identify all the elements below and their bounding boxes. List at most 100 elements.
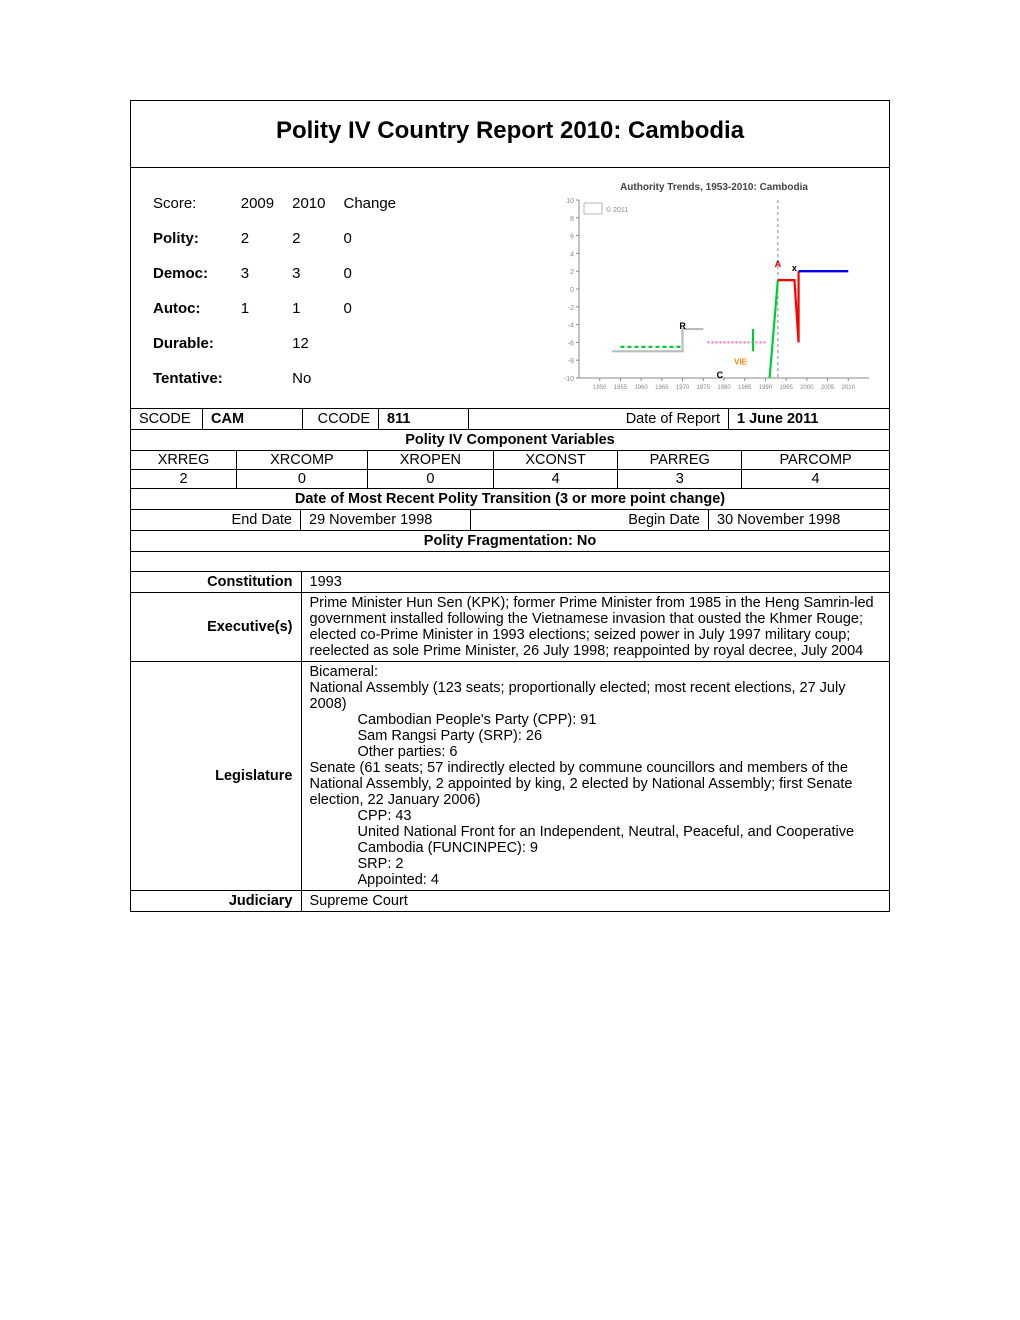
score-header-label: Score: — [153, 186, 241, 221]
legislature-label: Legislature — [131, 662, 301, 891]
row-autoc-change: 0 — [343, 291, 414, 326]
judiciary-label: Judiciary — [131, 891, 301, 912]
report-title: Polity IV Country Report 2010: Cambodia — [131, 101, 889, 168]
svg-text:1975: 1975 — [697, 385, 711, 391]
svg-text:8: 8 — [570, 216, 574, 223]
svg-text:2: 2 — [570, 269, 574, 276]
score-section: Score: 2009 2010 Change Polity: 2 2 0 De… — [131, 168, 549, 408]
leg-l8: SRP: 2 — [310, 856, 882, 872]
row-autoc-2010: 1 — [292, 291, 343, 326]
leg-l1: National Assembly (123 seats; proportion… — [310, 680, 846, 712]
svg-text:1960: 1960 — [634, 385, 648, 391]
executive-label: Executive(s) — [131, 593, 301, 662]
leg-l3: Sam Rangsi Party (SRP): 26 — [310, 728, 882, 744]
svg-text:1995: 1995 — [779, 385, 793, 391]
constitution-value: 1993 — [301, 572, 889, 593]
svg-text:0: 0 — [570, 287, 574, 294]
svg-text:1950: 1950 — [593, 385, 607, 391]
col-change: Change — [343, 186, 414, 221]
svg-text:-4: -4 — [568, 323, 574, 330]
svg-text:6: 6 — [570, 234, 574, 241]
svg-text:C: C — [717, 370, 724, 380]
svg-text:© 2011: © 2011 — [606, 206, 628, 214]
row-polity-change: 0 — [343, 221, 414, 256]
components-title: Polity IV Component Variables — [131, 430, 889, 451]
row-durable-2010: 12 — [292, 326, 343, 361]
svg-text:1980: 1980 — [717, 385, 731, 391]
row-tentative-label: Tentative: — [153, 361, 241, 396]
top-block: Score: 2009 2010 Change Polity: 2 2 0 De… — [131, 168, 889, 409]
leg-l7: United National Front for an Independent… — [310, 824, 882, 856]
svg-text:A: A — [775, 259, 782, 269]
row-democ-2010: 3 — [292, 256, 343, 291]
row-autoc-2009: 1 — [241, 291, 292, 326]
row-democ-change: 0 — [343, 256, 414, 291]
comp-hdr-0: XRREG — [131, 451, 236, 470]
svg-text:-8: -8 — [568, 358, 574, 365]
leg-l2: Cambodian People's Party (CPP): 91 — [310, 712, 882, 728]
leg-l6: CPP: 43 — [310, 808, 882, 824]
row-polity-label: Polity: — [153, 221, 241, 256]
constitution-label: Constitution — [131, 572, 301, 593]
comp-val-1: 0 — [236, 470, 367, 489]
comp-hdr-4: PARREG — [618, 451, 742, 470]
legislature-value: Bicameral: National Assembly (123 seats;… — [301, 662, 889, 891]
row-democ-2009: 3 — [241, 256, 292, 291]
ccode-label: CCODE — [303, 409, 379, 429]
scode-label: SCODE — [131, 409, 203, 429]
svg-text:-6: -6 — [568, 340, 574, 347]
begin-date-label: Begin Date — [471, 510, 709, 530]
svg-text:2005: 2005 — [821, 385, 835, 391]
row-polity-2010: 2 — [292, 221, 343, 256]
comp-hdr-3: XCONST — [493, 451, 617, 470]
svg-text:2000: 2000 — [800, 385, 814, 391]
comp-val-3: 4 — [493, 470, 617, 489]
row-tentative-2010: No — [292, 361, 343, 396]
date-of-report-label: Date of Report — [469, 409, 729, 429]
row-democ-label: Democ: — [153, 256, 241, 291]
details-table: Constitution 1993 Executive(s) Prime Min… — [131, 572, 889, 911]
svg-text:-2: -2 — [568, 305, 574, 312]
judiciary-value: Supreme Court — [301, 891, 889, 912]
svg-text:VIE: VIE — [734, 358, 748, 367]
report-card: Polity IV Country Report 2010: Cambodia … — [130, 100, 890, 912]
row-tentative-change — [343, 361, 414, 396]
scode-value: CAM — [203, 409, 303, 429]
chart-section: Authority Trends, 1953-2010: Cambodia -1… — [549, 168, 889, 408]
comp-hdr-1: XRCOMP — [236, 451, 367, 470]
comp-val-0: 2 — [131, 470, 236, 489]
chart-title: Authority Trends, 1953-2010: Cambodia — [549, 182, 879, 193]
svg-text:-10: -10 — [564, 376, 574, 383]
leg-l7-text: United National Front for an Independent… — [358, 824, 855, 856]
comp-val-2: 0 — [367, 470, 493, 489]
comp-hdr-2: XROPEN — [367, 451, 493, 470]
end-date-value: 29 November 1998 — [301, 510, 471, 530]
svg-text:10: 10 — [566, 198, 574, 205]
begin-date-value: 30 November 1998 — [709, 510, 889, 530]
col-2009: 2009 — [241, 186, 292, 221]
svg-text:x: x — [792, 263, 797, 273]
svg-text:4: 4 — [570, 251, 574, 258]
date-of-report-value: 1 June 2011 — [729, 409, 889, 429]
svg-text:1970: 1970 — [676, 385, 690, 391]
svg-text:R: R — [679, 321, 686, 331]
comp-hdr-5: PARCOMP — [742, 451, 889, 470]
row-durable-2009 — [241, 326, 292, 361]
codes-row: SCODE CAM CCODE 811 Date of Report 1 Jun… — [131, 409, 889, 430]
fragmentation: Polity Fragmentation: No — [131, 531, 889, 552]
leg-l5: Senate (61 seats; 57 indirectly elected … — [310, 760, 853, 808]
svg-text:1955: 1955 — [614, 385, 628, 391]
col-2010: 2010 — [292, 186, 343, 221]
leg-l4: Other parties: 6 — [310, 744, 882, 760]
comp-val-4: 3 — [618, 470, 742, 489]
executive-value: Prime Minister Hun Sen (KPK); former Pri… — [301, 593, 889, 662]
components-table: XRREG XRCOMP XROPEN XCONST PARREG PARCOM… — [131, 451, 889, 489]
svg-text:1990: 1990 — [759, 385, 773, 391]
end-date-label: End Date — [131, 510, 301, 530]
row-polity-2009: 2 — [241, 221, 292, 256]
svg-text:1965: 1965 — [655, 385, 669, 391]
transition-row: End Date 29 November 1998 Begin Date 30 … — [131, 510, 889, 531]
gap-row — [131, 552, 889, 572]
leg-l0: Bicameral: — [310, 664, 379, 680]
comp-val-5: 4 — [742, 470, 889, 489]
